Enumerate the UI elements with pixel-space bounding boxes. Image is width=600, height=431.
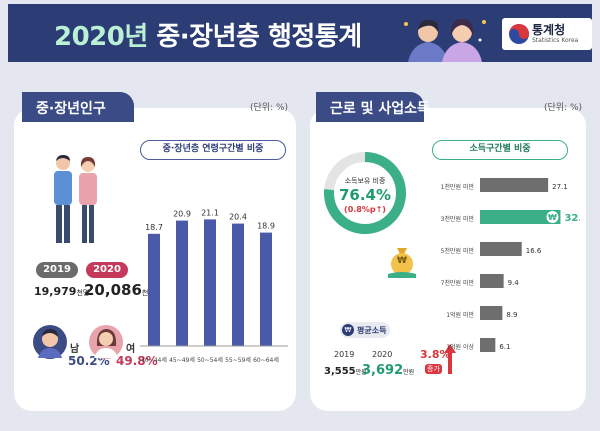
- avg-income-curr: 3,692만원: [362, 363, 415, 378]
- won-icon: ₩: [342, 324, 354, 336]
- donut-value: 76.4%: [338, 186, 392, 204]
- age-bar: [204, 219, 216, 346]
- income-bar: [480, 306, 503, 320]
- avg-year-curr: 2020: [372, 350, 393, 359]
- population-year-prev: 2019: [36, 262, 78, 278]
- age-bar: [176, 220, 188, 346]
- taegeuk-icon: [509, 24, 529, 44]
- female-label: 여: [126, 344, 136, 355]
- statistics-korea-logo: 통계청 Statistics Korea: [502, 18, 592, 50]
- income-category-label: 1억원 미만: [446, 311, 474, 319]
- income-bar: [480, 274, 504, 288]
- income-bar-value: 9.4: [508, 279, 520, 287]
- population-count-prev: 19,979천명: [34, 285, 90, 298]
- people-illustration: [404, 18, 486, 62]
- donut-change: (0.8%p↑): [344, 205, 386, 214]
- age-bar: [260, 232, 272, 346]
- won-badge: [546, 211, 559, 223]
- income-bar: [480, 178, 549, 192]
- couple-icon: [54, 155, 97, 243]
- income-bar-value: 32.0: [564, 213, 580, 224]
- avg-income-label: 평균소득: [357, 326, 387, 335]
- income-bar-value: 6.1: [499, 343, 510, 351]
- income-category-label: 7천만원 미만: [441, 279, 475, 287]
- male-avatar-icon: [33, 325, 67, 359]
- age-bar-value: 18.9: [257, 222, 275, 231]
- income-share-donut: [324, 152, 406, 234]
- avg-income-badge: ₩ 평균소득: [340, 322, 390, 338]
- population-unit: (단위: %): [250, 103, 289, 113]
- income-bar-value: 27.1: [552, 183, 568, 191]
- logo-sub: Statistics Korea: [532, 37, 579, 44]
- income-category-label: 1천만원 미만: [441, 183, 475, 191]
- donut-caption: 소득보유 비중: [344, 177, 386, 185]
- avg-income-prev: 3,555만원: [324, 366, 367, 377]
- age-bar: [232, 223, 244, 346]
- population-tab: 중·장년인구: [22, 92, 134, 122]
- income-unit: (단위: %): [544, 103, 583, 113]
- male-label: 남: [70, 344, 80, 355]
- money-bag-icon: [388, 248, 416, 278]
- age-category-label: 55~59세: [225, 356, 251, 364]
- age-bar: [148, 233, 160, 346]
- title-text: 중·장년층 행정통계: [147, 22, 362, 52]
- page-title: 2020년 중·장년층 행정통계: [54, 16, 362, 53]
- female-avatar-icon: [89, 325, 123, 359]
- won-badge-symbol: ₩: [548, 213, 557, 222]
- age-bar-value: 18.7: [145, 223, 163, 232]
- age-category-label: 50~54세: [197, 356, 223, 364]
- income-bar-value: 16.6: [526, 247, 542, 255]
- income-bar-value: 8.9: [506, 311, 517, 319]
- avg-increase-label: 증가: [425, 364, 442, 374]
- avg-increase-pct: 3.8%: [420, 348, 451, 361]
- age-bar-value: 20.4: [229, 213, 247, 222]
- age-chart-title: 중·장년층 연령구간별 비중: [140, 140, 286, 160]
- age-bar-value: 20.9: [173, 210, 191, 219]
- income-category-label: 5천만원 미만: [441, 247, 475, 255]
- age-category-label: 45~49세: [169, 356, 195, 364]
- age-bar-chart: 18.7 40~44세 20.9 45~49세 21.1 50~54세 20.4 55~59세…: [140, 208, 288, 364]
- income-bar: [480, 242, 522, 256]
- increase-arrow-icon: [444, 344, 456, 374]
- title-year: 2020년: [54, 22, 148, 52]
- avg-year-prev: 2019: [334, 350, 355, 359]
- header-banner: 2020년 중·장년층 행정통계 통계청 Statistics Korea: [8, 4, 592, 62]
- income-bar: [480, 210, 561, 224]
- population-year-curr: 2020: [86, 262, 128, 278]
- age-bar-value: 21.1: [201, 208, 219, 217]
- income-tab: 근로 및 사업소득: [316, 92, 430, 122]
- income-chart-title: 소득구간별 비중: [432, 140, 568, 160]
- donut-fill: [324, 152, 406, 234]
- logo-label: 통계청: [532, 23, 566, 37]
- income-bar: [480, 338, 496, 352]
- income-category-label: 3천만원 미만: [441, 215, 475, 223]
- female-percent: 49.8%: [116, 354, 158, 368]
- income-bar-chart: 1천만원 미만 27.1 3천만원 미만 ₩32.0 5천만원 미만 16.6 7천만원 미…: [441, 178, 580, 352]
- age-category-label: 60~64세: [253, 356, 279, 364]
- age-category-label: 40~44세: [141, 356, 167, 364]
- money-bag-symbol: ₩: [397, 256, 407, 266]
- income-category-label: 1억원 이상: [446, 343, 474, 351]
